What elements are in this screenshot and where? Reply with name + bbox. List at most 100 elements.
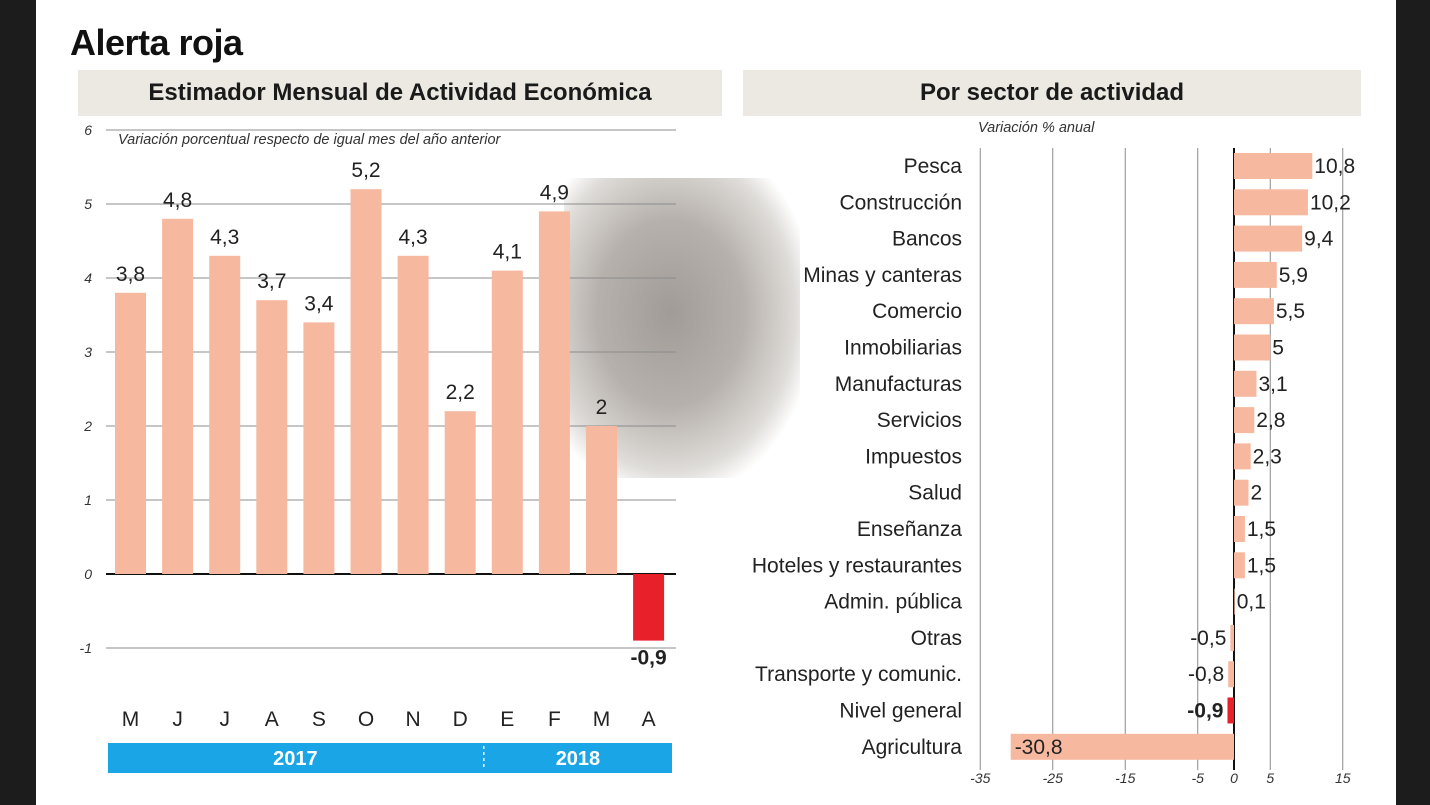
month-label: J	[219, 708, 230, 731]
sector-label: Nivel general	[839, 700, 962, 723]
left-chart-header: Estimador Mensual de Actividad Económica	[78, 70, 722, 116]
month-label: A	[265, 708, 279, 731]
year-label: 2018	[556, 748, 601, 770]
sector-label: Bancos	[892, 228, 962, 251]
sector-value-label: 3,1	[1258, 373, 1287, 396]
bar-value-label: 3,8	[116, 263, 145, 286]
sector-bar	[1234, 552, 1245, 579]
y-tick-label: 1	[84, 492, 92, 508]
sector-bar	[1234, 443, 1251, 470]
sector-value-label: -30,8	[1015, 736, 1063, 759]
sector-bar	[1234, 261, 1277, 288]
sector-bar	[1234, 479, 1249, 506]
bar	[538, 211, 570, 574]
sector-value-label: 9,4	[1304, 228, 1334, 251]
y-tick-label: 0	[84, 566, 92, 582]
month-label: A	[642, 708, 656, 731]
sector-label: Manufacturas	[835, 373, 962, 396]
bar-value-label: -0,9	[631, 647, 667, 670]
sector-bar	[1234, 407, 1255, 434]
sector-label: Hoteles y restaurantes	[752, 554, 962, 577]
month-label: M	[593, 708, 611, 731]
sector-value-label: 1,5	[1247, 554, 1276, 577]
sector-bar	[1234, 189, 1308, 216]
y-tick-label: 5	[84, 196, 92, 212]
bar-value-label: 4,3	[398, 226, 427, 249]
sector-value-label: 2	[1251, 482, 1263, 505]
x-tick-label: 15	[1335, 770, 1351, 786]
charts-svg: -1 0 1 2 3 4 5 6 3,8 M 4,8 J 4,3 J 3,7 A 3,4 S 5,2 O 4,3 N 2,2…	[80, 122, 1356, 786]
sector-label: Comercio	[872, 300, 962, 323]
sector-value-label: 10,8	[1314, 155, 1355, 178]
sector-label: Salud	[908, 482, 962, 505]
sector-value-label: 5	[1272, 337, 1284, 360]
bar	[303, 322, 335, 574]
bar-value-label: 4,9	[540, 181, 569, 204]
sector-bar	[1234, 334, 1271, 361]
sector-label: Construcción	[839, 191, 962, 214]
sector-value-label: -0,8	[1188, 663, 1224, 686]
left-chart-subtitle: Variación porcentual respecto de igual m…	[118, 132, 501, 148]
sector-value-label: -0,9	[1187, 700, 1223, 723]
y-tick-label: 3	[84, 344, 92, 360]
sector-value-label: -0,5	[1190, 627, 1226, 650]
month-label: D	[453, 708, 468, 731]
sector-value-label: 0,1	[1237, 591, 1266, 614]
month-label: J	[172, 708, 183, 731]
year-label: 2017	[273, 748, 318, 770]
sector-bar	[1234, 225, 1303, 252]
sector-bar	[1234, 588, 1235, 615]
bar	[162, 218, 194, 575]
bar-value-label: 3,7	[257, 270, 286, 293]
month-label: F	[548, 708, 561, 731]
sector-value-label: 10,2	[1310, 191, 1351, 214]
year-band	[108, 743, 672, 773]
bar	[586, 426, 617, 574]
sector-label: Enseñanza	[857, 518, 962, 541]
page-title: Alerta roja	[70, 22, 243, 63]
bar-value-label: 4,8	[163, 189, 192, 212]
bar-value-label: 2,2	[446, 381, 475, 404]
x-tick-label: -25	[1043, 770, 1063, 786]
x-tick-label: 5	[1266, 770, 1274, 786]
bar	[444, 411, 476, 574]
right-chart-header: Por sector de actividad	[743, 70, 1361, 116]
bar	[209, 255, 241, 575]
bar-value-label: 4,1	[493, 241, 522, 264]
sector-label: Impuestos	[865, 445, 962, 468]
right-chart-subtitle: Variación % anual	[978, 120, 1095, 136]
month-label: E	[500, 708, 514, 731]
bar-value-label: 3,4	[304, 292, 334, 315]
y-tick-label: -1	[80, 640, 92, 656]
sector-bar	[1010, 733, 1234, 760]
month-label: N	[406, 708, 421, 731]
sector-label: Servicios	[877, 409, 962, 432]
month-label: S	[312, 708, 326, 731]
bar-value-label: 2	[596, 396, 608, 419]
sector-label: Admin. pública	[824, 591, 962, 614]
bar	[350, 189, 382, 574]
x-tick-label: -35	[970, 770, 990, 786]
y-tick-label: 6	[84, 122, 92, 138]
sector-bar	[1227, 697, 1234, 724]
sector-label: Transporte y comunic.	[755, 663, 962, 686]
sector-label: Pesca	[904, 155, 963, 178]
sector-label: Agricultura	[862, 736, 963, 759]
bar	[633, 574, 665, 641]
infographic: Alerta roja Estimador Mensual de Activid…	[36, 0, 1396, 805]
bar	[491, 270, 523, 574]
sector-value-label: 5,5	[1276, 300, 1305, 323]
bar-value-label: 5,2	[351, 159, 380, 182]
sector-label: Minas y canteras	[803, 264, 962, 287]
sector-value-label: 2,8	[1256, 409, 1285, 432]
sector-bar	[1234, 516, 1245, 542]
x-tick-label: -5	[1192, 770, 1205, 786]
sector-label: Inmobiliarias	[844, 337, 962, 360]
x-tick-label: -15	[1115, 770, 1135, 786]
sector-bar	[1234, 370, 1257, 397]
sector-bar	[1234, 153, 1313, 179]
y-tick-label: 2	[83, 418, 92, 434]
bar	[256, 300, 288, 574]
bar	[115, 292, 146, 574]
bar	[397, 255, 429, 575]
